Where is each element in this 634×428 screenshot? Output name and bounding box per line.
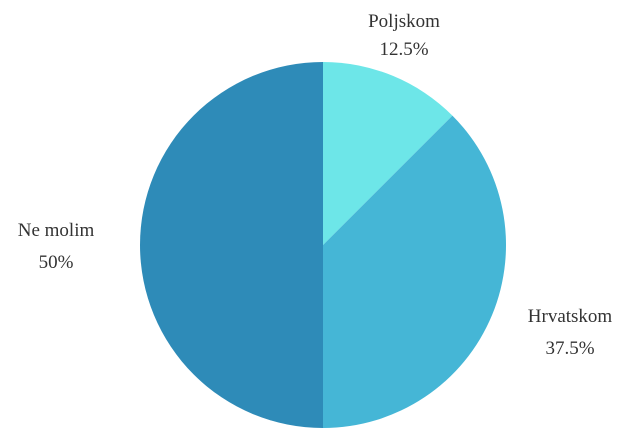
slice-percent-poljskom: 12.5% xyxy=(379,39,428,60)
slice-percent-hrvatskom: 37.5% xyxy=(545,338,594,359)
slice-label-ne-molim: Ne molim xyxy=(18,220,95,241)
slice-percent-ne-molim: 50% xyxy=(39,252,74,273)
pie-slices xyxy=(140,62,507,428)
pie-slice-hrvatskom xyxy=(323,115,507,428)
pie-labels: Poljskom 12.5% Hrvatskom 37.5% Ne molim … xyxy=(18,11,613,359)
pie-slice-poljskom xyxy=(323,62,453,245)
slice-label-hrvatskom: Hrvatskom xyxy=(528,306,613,327)
slice-label-poljskom: Poljskom xyxy=(368,11,440,32)
pie-slice-ne-molim xyxy=(140,62,323,428)
